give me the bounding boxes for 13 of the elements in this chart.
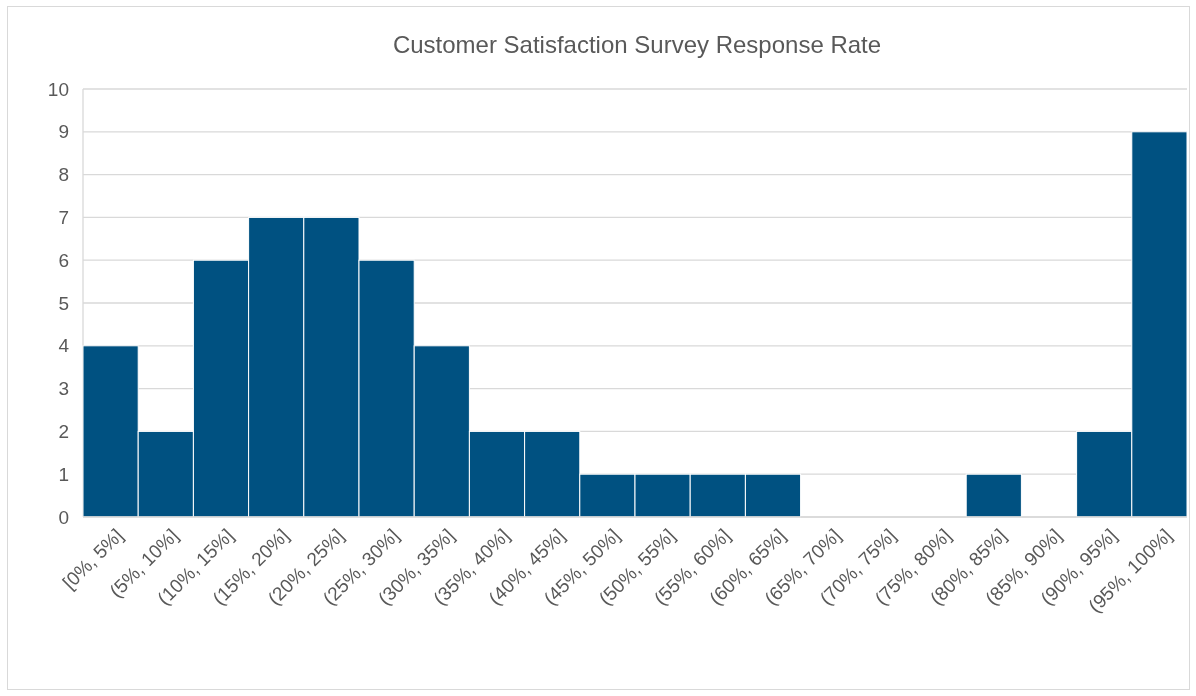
chart-title: Customer Satisfaction Survey Response Rate bbox=[392, 31, 882, 58]
bar bbox=[965, 473, 1022, 518]
y-tick-label: 2 bbox=[58, 421, 69, 443]
y-tick-label: 6 bbox=[58, 249, 69, 271]
y-tick-label: 3 bbox=[58, 378, 69, 400]
y-tick-label: 7 bbox=[58, 207, 69, 229]
y-tick-label: 9 bbox=[58, 121, 69, 143]
y-tick-label: 0 bbox=[58, 506, 69, 528]
y-tick-label: 1 bbox=[58, 463, 69, 485]
y-tick-label: 10 bbox=[47, 78, 69, 100]
y-tick-label: 8 bbox=[58, 164, 69, 186]
y-tick-label: 4 bbox=[58, 335, 70, 357]
y-tick-label: 5 bbox=[58, 292, 69, 314]
